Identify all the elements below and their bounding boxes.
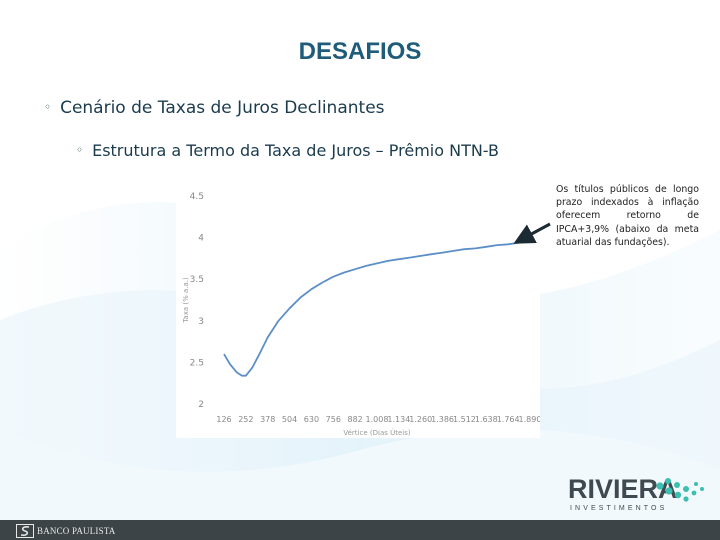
footer-brand: BANCO PAULISTA bbox=[16, 523, 116, 538]
y-tick-label: 4 bbox=[198, 234, 204, 244]
x-tick-label: 504 bbox=[282, 415, 297, 424]
bullet-level2-text: Estrutura a Termo da Taxa de Juros – Prê… bbox=[92, 141, 499, 160]
x-tick-label: 1.386 bbox=[431, 415, 454, 424]
logo-subtitle: INVESTIMENTOS bbox=[570, 505, 668, 512]
bullet-marker: ◦ bbox=[76, 143, 84, 157]
x-axis-label: Vértice (Dias Úteis) bbox=[343, 428, 410, 437]
y-tick-label: 3 bbox=[198, 317, 204, 327]
x-tick-label: 1.890 bbox=[519, 415, 540, 424]
x-tick-label: 1.008 bbox=[366, 415, 389, 424]
bullet-level2: ◦ Estrutura a Termo da Taxa de Juros – Pr… bbox=[76, 141, 499, 160]
series-line bbox=[223, 240, 531, 377]
slide-title: DESAFIOS bbox=[298, 38, 422, 65]
footer-bar: BANCO PAULISTA bbox=[0, 520, 720, 540]
x-tick-label: 1.134 bbox=[387, 415, 410, 424]
x-tick-label: 756 bbox=[326, 415, 341, 424]
bullet-marker: ◦ bbox=[44, 100, 52, 114]
x-tick-label: 1.638 bbox=[475, 415, 498, 424]
x-tick-label: 630 bbox=[304, 415, 319, 424]
y-tick-label: 4.5 bbox=[190, 192, 204, 202]
banco-paulista-icon bbox=[16, 523, 34, 538]
y-axis-label: Taxa (% a.a.) bbox=[182, 277, 190, 324]
bullet-level1: ◦ Cenário de Taxas de Juros Declinantes bbox=[44, 98, 385, 118]
logo-dots-icon bbox=[656, 478, 704, 502]
footer-brand-text: BANCO PAULISTA bbox=[37, 525, 116, 536]
yield-curve-chart: 2 2.5 3 3.5 4 4.5 126 252 378 504 630 756 882 1.008 1.… bbox=[176, 186, 541, 438]
y-tick-label: 2 bbox=[198, 400, 204, 410]
x-tick-label: 1.764 bbox=[497, 415, 520, 424]
x-tick-label: 378 bbox=[260, 415, 275, 424]
x-tick-label: 882 bbox=[348, 415, 363, 424]
y-tick-label: 2.5 bbox=[190, 358, 204, 368]
arrow-icon bbox=[513, 222, 551, 244]
x-tick-label: 126 bbox=[216, 415, 231, 424]
x-tick-label: 252 bbox=[238, 415, 253, 424]
y-tick-label: 3.5 bbox=[190, 275, 204, 285]
annotation-note: Os títulos públicos de longo prazo index… bbox=[556, 184, 699, 248]
riviera-logo: RIVIERA INVESTIMENTOS bbox=[564, 474, 714, 518]
x-tick-label: 1.260 bbox=[409, 415, 432, 424]
bullet-level1-text: Cenário de Taxas de Juros Declinantes bbox=[60, 98, 385, 118]
x-tick-label: 1.512 bbox=[453, 415, 476, 424]
